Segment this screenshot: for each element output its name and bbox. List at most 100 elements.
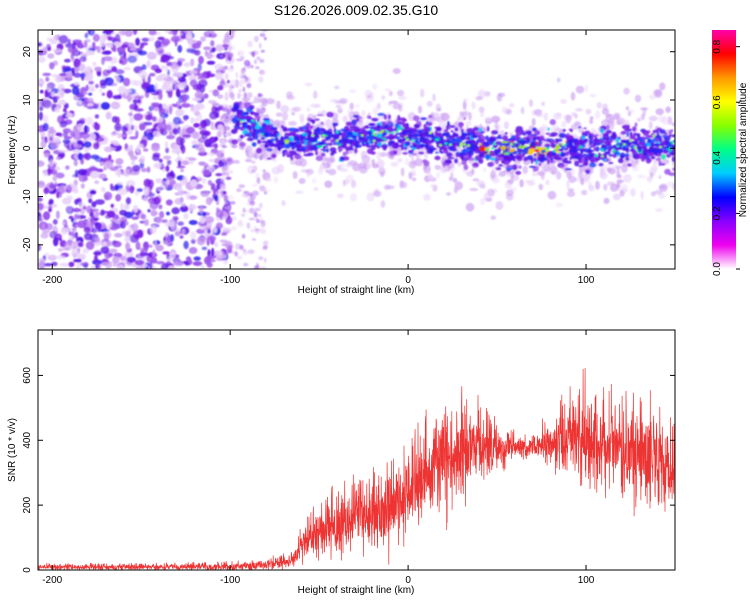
heatmap-blob bbox=[117, 132, 122, 139]
heatmap-blob bbox=[167, 265, 176, 269]
heatmap-blob bbox=[468, 153, 473, 158]
heatmap-blob bbox=[307, 135, 310, 142]
heatmap-blob bbox=[668, 130, 673, 136]
heatmap-blob bbox=[562, 128, 566, 132]
colorbar-ticks: 0.0 0.2 0.4 0.6 0.8 bbox=[712, 39, 740, 276]
heatmap-blob bbox=[283, 127, 288, 132]
heatmap-blob bbox=[200, 265, 205, 269]
heatmap-blob bbox=[479, 184, 486, 189]
heatmap-blob bbox=[208, 32, 217, 38]
heatmap-blob bbox=[188, 247, 198, 254]
heatmap-blob bbox=[72, 149, 81, 154]
heatmap-blob bbox=[567, 188, 575, 192]
heatmap-blob bbox=[251, 132, 256, 139]
heatmap-blob bbox=[222, 259, 229, 265]
heatmap-blob bbox=[478, 106, 485, 113]
heatmap-blob bbox=[64, 241, 71, 250]
heatmap-blob bbox=[477, 143, 483, 146]
heatmap-blob bbox=[571, 148, 578, 154]
heatmap-blob bbox=[370, 144, 376, 151]
heatmap-blob bbox=[532, 136, 540, 140]
heatmap-blob bbox=[665, 106, 671, 113]
heatmap-blob bbox=[188, 203, 196, 212]
heatmap-blob bbox=[216, 130, 222, 138]
heatmap-blob bbox=[418, 151, 425, 155]
heatmap-blob bbox=[244, 124, 247, 129]
heatmap-blob bbox=[345, 121, 352, 126]
heatmap-blob bbox=[101, 186, 106, 193]
heatmap-blob bbox=[323, 161, 331, 169]
heatmap-blob bbox=[559, 164, 565, 168]
heatmap-blob bbox=[88, 92, 93, 96]
heatmap-blob bbox=[395, 132, 402, 135]
heatmap-blob bbox=[100, 102, 111, 110]
heatmap-blob bbox=[608, 168, 616, 175]
heatmap-blob bbox=[158, 49, 164, 54]
heatmap-blob bbox=[180, 145, 186, 154]
heatmap-blob bbox=[329, 147, 337, 153]
heatmap-blob bbox=[325, 169, 330, 173]
heatmap-blob bbox=[120, 202, 124, 211]
colorbar-tick-label: 0.4 bbox=[712, 150, 723, 164]
heatmap-blob bbox=[235, 120, 240, 127]
heatmap-blob bbox=[140, 167, 148, 173]
heatmap-blob bbox=[428, 131, 432, 135]
heatmap-blob bbox=[174, 197, 184, 205]
heatmap-blob bbox=[579, 145, 583, 149]
heatmap-blob bbox=[463, 143, 466, 146]
heatmap-y-label: Frequency (Hz) bbox=[7, 116, 18, 185]
heatmap-blob bbox=[642, 130, 650, 136]
heatmap-blob bbox=[526, 155, 534, 161]
heatmap-blob bbox=[480, 197, 485, 206]
heatmap-blob bbox=[633, 132, 636, 137]
heatmap-blob bbox=[634, 94, 642, 103]
heatmap-blob bbox=[54, 106, 60, 113]
heatmap-blob bbox=[654, 189, 663, 195]
heatmap-blob bbox=[48, 198, 54, 205]
heatmap-blob bbox=[616, 144, 620, 148]
heatmap-blob bbox=[625, 155, 629, 158]
heatmap-blob bbox=[547, 127, 550, 131]
heatmap-blob bbox=[578, 165, 584, 167]
heatmap-blob bbox=[63, 224, 69, 228]
heatmap-blob bbox=[143, 188, 149, 197]
heatmap-blob bbox=[209, 235, 217, 242]
heatmap-blob bbox=[435, 138, 438, 141]
heatmap-blob bbox=[349, 144, 354, 150]
heatmap-blob bbox=[514, 129, 521, 133]
heatmap-blob bbox=[451, 139, 455, 142]
heatmap-blob bbox=[593, 142, 602, 146]
heatmap-blob bbox=[668, 134, 673, 137]
heatmap-blob bbox=[348, 128, 355, 132]
heatmap-blob bbox=[533, 149, 540, 153]
heatmap-blob bbox=[555, 144, 561, 150]
heatmap-blob bbox=[390, 141, 394, 144]
heatmap-blob bbox=[483, 167, 487, 172]
heatmap-blob bbox=[485, 135, 489, 141]
heatmap-blob bbox=[426, 100, 433, 107]
heatmap-blob bbox=[348, 160, 358, 166]
heatmap-blob bbox=[478, 152, 483, 158]
heatmap-blob bbox=[541, 101, 545, 107]
heatmap-blob bbox=[478, 138, 483, 144]
heatmap-blob bbox=[128, 112, 133, 117]
heatmap-blob bbox=[94, 199, 105, 205]
heatmap-blob bbox=[180, 137, 186, 144]
heatmap-blob bbox=[100, 246, 110, 254]
heatmap-blob bbox=[566, 171, 572, 179]
heatmap-blob bbox=[658, 193, 666, 199]
y-tick-label: 200 bbox=[22, 496, 33, 513]
heatmap-blob bbox=[547, 190, 557, 200]
heatmap-blob bbox=[316, 144, 324, 148]
heatmap-blob bbox=[622, 124, 630, 130]
heatmap-blob bbox=[85, 47, 90, 51]
heatmap-blob bbox=[230, 32, 235, 38]
heatmap-blob bbox=[471, 101, 476, 110]
heatmap-blob bbox=[125, 242, 131, 251]
heatmap-blob bbox=[153, 196, 161, 205]
heatmap-blob bbox=[207, 228, 211, 235]
heatmap-blob bbox=[236, 137, 243, 143]
heatmap-blob bbox=[347, 140, 351, 143]
heatmap-blob bbox=[129, 103, 139, 110]
